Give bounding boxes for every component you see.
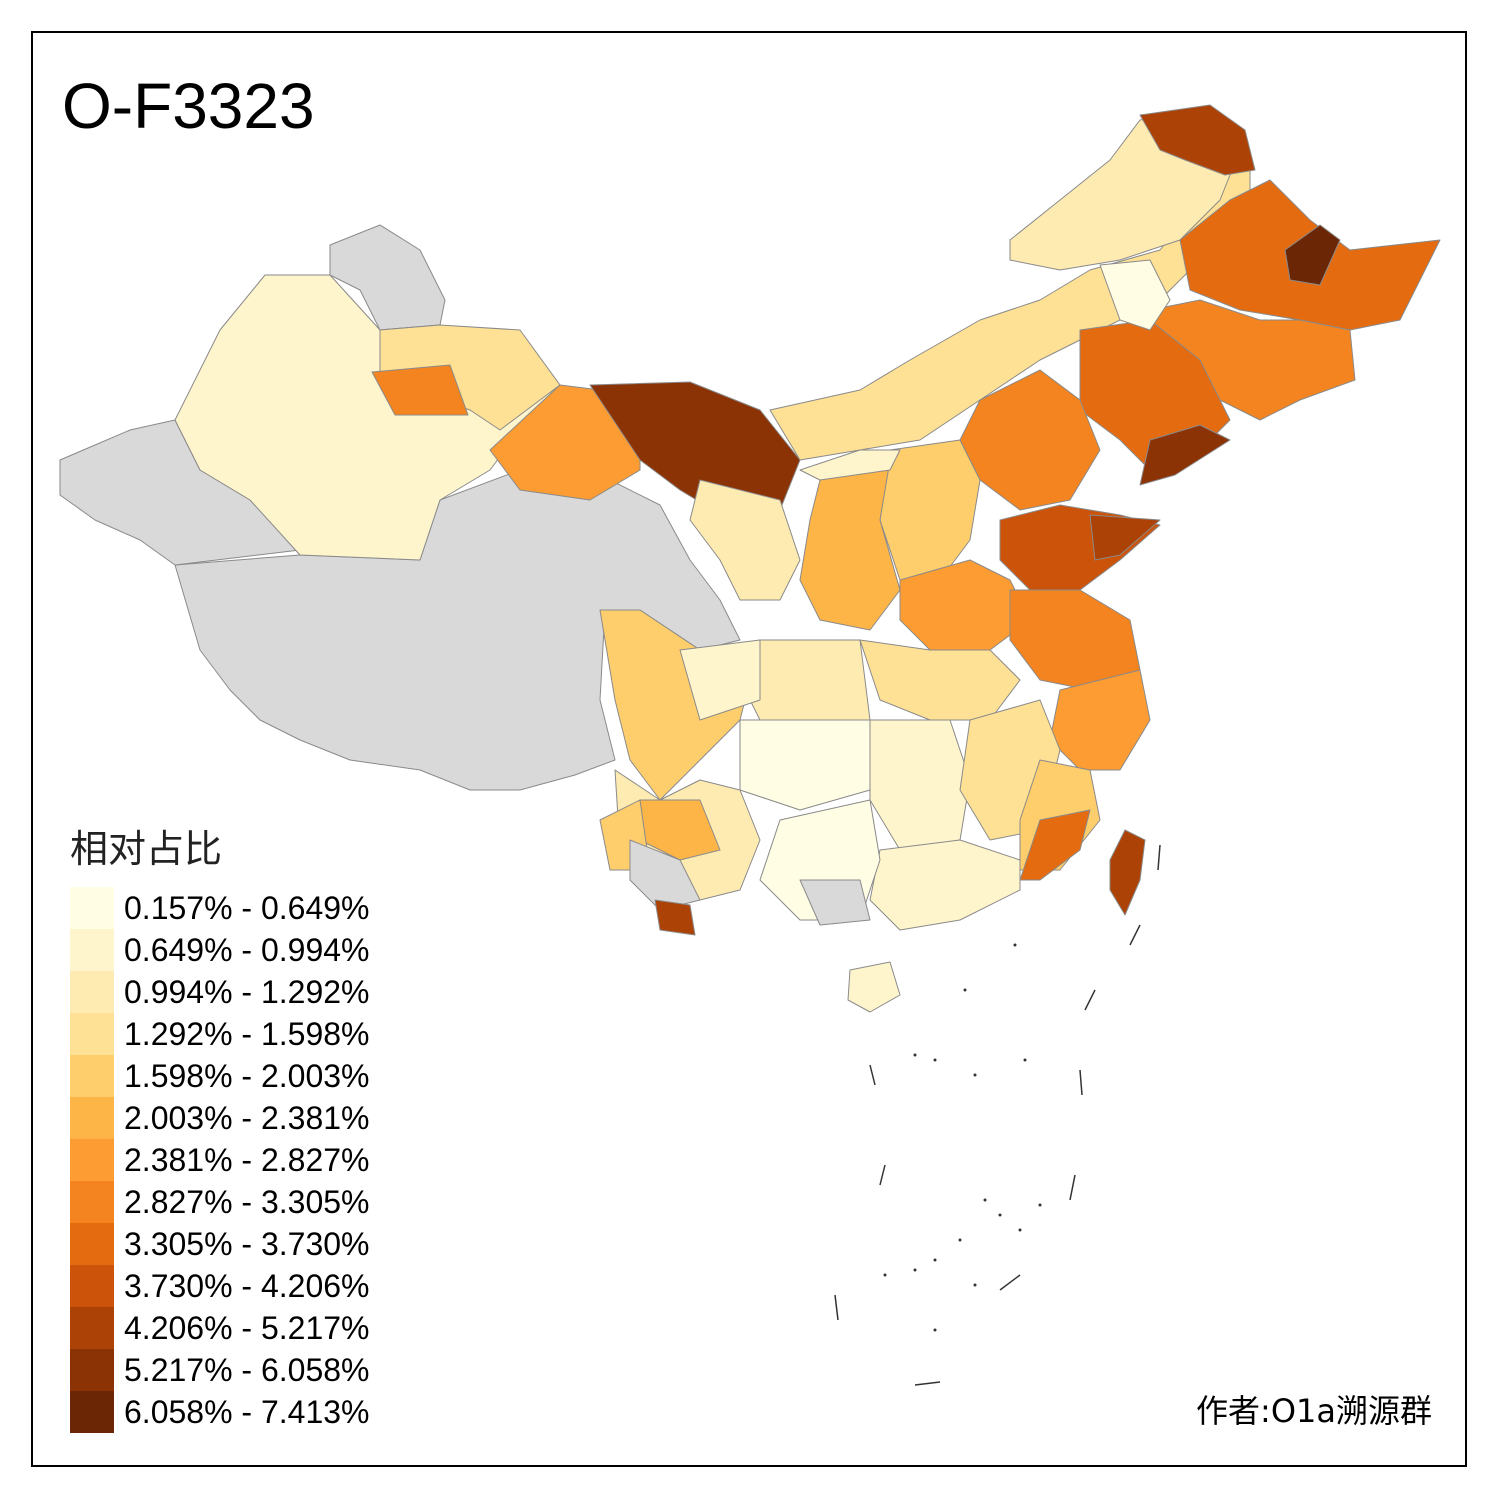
region-hunan [869, 719, 971, 851]
region-hebei-west [799, 449, 901, 481]
region-hubei [859, 639, 1021, 721]
legend-swatch [70, 1097, 114, 1139]
legend-label: 1.598% - 2.003% [124, 1057, 370, 1094]
legend-item: 6.058% - 7.413% [70, 1391, 370, 1433]
legend-label: 0.994% - 1.292% [124, 973, 370, 1010]
legend-label: 0.649% - 0.994% [124, 931, 370, 968]
south-china-sea-islands [834, 844, 1161, 1386]
legend-swatch [70, 1013, 114, 1055]
legend-label: 3.730% - 4.206% [124, 1267, 370, 1304]
region-shandong-hot [1089, 514, 1161, 561]
legend-item: 2.381% - 2.827% [70, 1139, 370, 1181]
legend-label: 2.003% - 2.381% [124, 1099, 370, 1136]
region-shaanxi [799, 459, 901, 631]
legend-label: 3.305% - 3.730% [124, 1225, 370, 1262]
island-dots [883, 943, 1042, 1332]
region-guizhou [739, 719, 871, 811]
region-hulunbuir [1099, 259, 1171, 331]
legend-list: 0.157% - 0.649% 0.649% - 0.994% 0.994% - 1… [70, 887, 370, 1433]
legend-item: 1.598% - 2.003% [70, 1055, 370, 1097]
region-guangdong [869, 839, 1021, 931]
legend-swatch [70, 971, 114, 1013]
region-xinjiang-hotspot [371, 364, 469, 416]
region-shandong [999, 504, 1161, 591]
legend-label: 0.157% - 0.649% [124, 889, 370, 926]
legend-swatch [70, 1391, 114, 1433]
legend-item: 3.730% - 4.206% [70, 1265, 370, 1307]
legend-item: 0.649% - 0.994% [70, 929, 370, 971]
legend-item: 2.827% - 3.305% [70, 1181, 370, 1223]
region-heilongjiang-hot [1284, 224, 1341, 286]
region-guangxi-gray [799, 879, 871, 926]
legend-item: 4.206% - 5.217% [70, 1307, 370, 1349]
region-taiwan [1109, 829, 1146, 916]
legend-swatch [70, 1181, 114, 1223]
region-yunnan-south [654, 899, 696, 936]
legend-item: 5.217% - 6.058% [70, 1349, 370, 1391]
legend-label: 5.217% - 6.058% [124, 1351, 370, 1388]
region-fujian-coast [1019, 809, 1091, 881]
legend-item: 2.003% - 2.381% [70, 1097, 370, 1139]
legend-label: 2.381% - 2.827% [124, 1141, 370, 1178]
region-ningxia-gansu [689, 479, 801, 601]
legend-item: 0.157% - 0.649% [70, 887, 370, 929]
legend-swatch [70, 1055, 114, 1097]
legend-item: 0.994% - 1.292% [70, 971, 370, 1013]
region-hainan [847, 961, 901, 1013]
legend-title: 相对占比 [70, 827, 223, 871]
legend-swatch [70, 1265, 114, 1307]
legend: 相对占比 0.157% - 0.649% 0.649% - 0.994% 0.994… [70, 818, 370, 1433]
legend-swatch [70, 1223, 114, 1265]
region-heilongjiang-north [1139, 104, 1256, 176]
legend-swatch [70, 1139, 114, 1181]
map-frame [31, 31, 1467, 1467]
legend-swatch [70, 1349, 114, 1391]
legend-label: 6.058% - 7.413% [124, 1393, 370, 1430]
legend-swatch [70, 887, 114, 929]
region-sichuan-east [679, 639, 761, 721]
region-liaoning-coast [1139, 424, 1231, 486]
legend-label: 2.827% - 3.305% [124, 1183, 370, 1220]
legend-swatch [70, 1307, 114, 1349]
legend-item: 3.305% - 3.730% [70, 1223, 370, 1265]
map-title: O-F3323 [62, 70, 315, 142]
legend-label: 1.292% - 1.598% [124, 1015, 370, 1052]
legend-swatch [70, 929, 114, 971]
legend-label: 4.206% - 5.217% [124, 1309, 370, 1346]
legend-item: 1.292% - 1.598% [70, 1013, 370, 1055]
author-credit: 作者:O1a溯源群 [1196, 1392, 1432, 1430]
